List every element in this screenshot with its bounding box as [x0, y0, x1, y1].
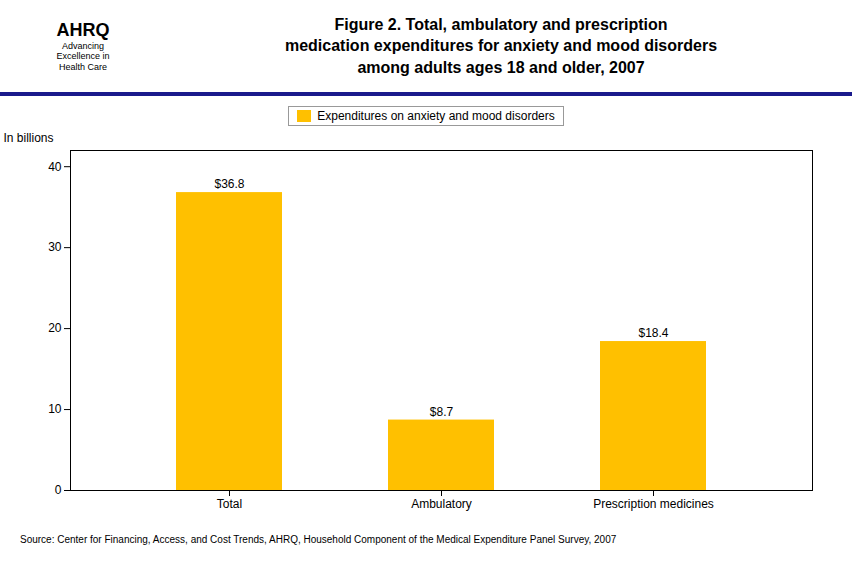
svg-text:$18.4: $18.4: [638, 326, 668, 340]
svg-text:Ambulatory: Ambulatory: [411, 497, 472, 511]
svg-text:In billions: In billions: [4, 131, 54, 145]
svg-text:20: 20: [48, 321, 62, 335]
html-text:Figure 2. Total, ambulatory an: Figure 2. Total, ambulatory and prescrip…: [285, 15, 717, 76]
svg-text:$8.7: $8.7: [430, 405, 454, 419]
svg-text:30: 30: [48, 240, 62, 254]
svg-text:40: 40: [48, 160, 62, 174]
html-text:AHRQ: AHRQ: [56, 20, 110, 40]
html-text:Advancing Excellence in Health: Advancing Excellence in Health Care: [56, 41, 110, 72]
html-text:Expenditures on anxiety and mo: Expenditures on anxiety and mood disorde…: [317, 109, 555, 123]
svg-text:$36.8: $36.8: [214, 177, 244, 191]
svg-text:0: 0: [55, 483, 62, 497]
svg-text:Total: Total: [217, 497, 242, 511]
html-text:Source: Center for Financing,: Source: Center for Financing, Access, an…: [20, 534, 617, 545]
svg-text:Prescription medicines: Prescription medicines: [593, 497, 714, 511]
svg-text:10: 10: [48, 402, 62, 416]
